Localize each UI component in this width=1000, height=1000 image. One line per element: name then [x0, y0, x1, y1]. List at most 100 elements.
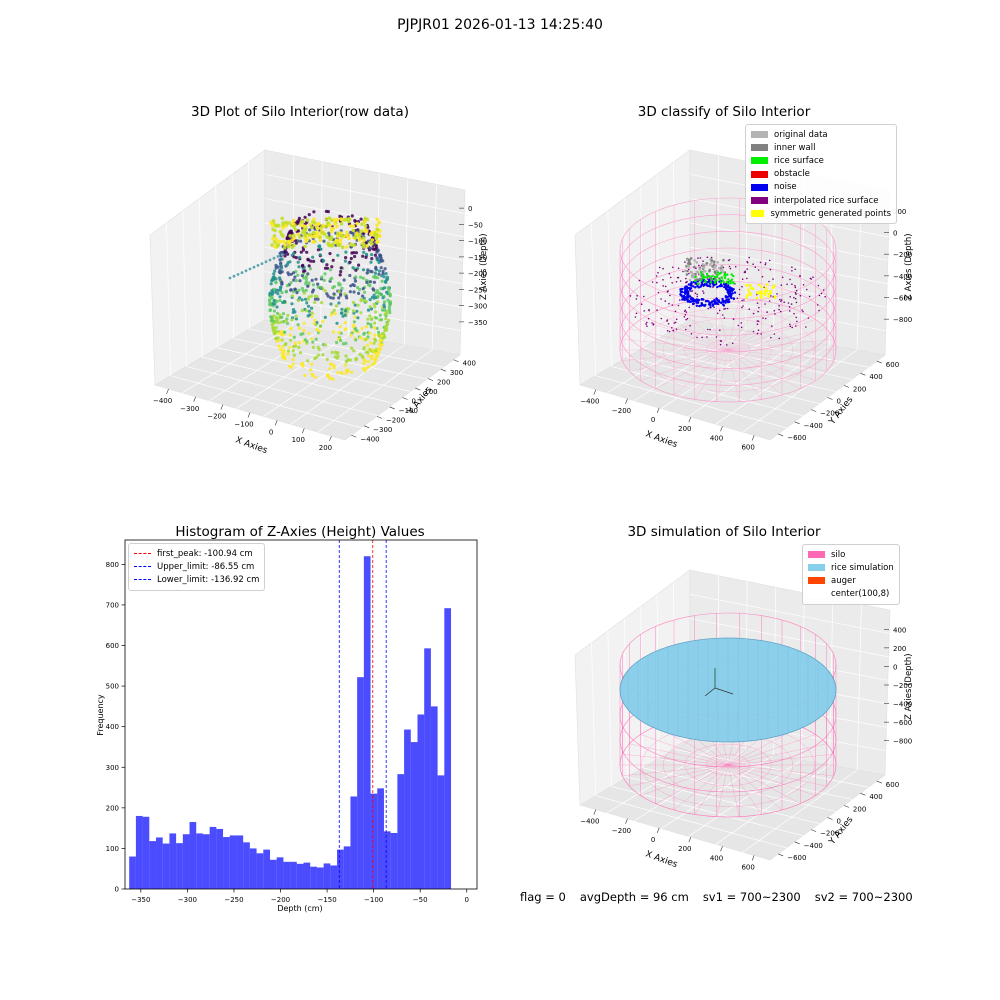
- y-tick: [810, 829, 817, 832]
- raw-data-point: [320, 301, 324, 305]
- grid-line: [181, 324, 294, 394]
- raw-data-point: [298, 223, 303, 227]
- y-tick: [427, 378, 434, 381]
- raw-data-point: [384, 272, 388, 276]
- rice-surface-point: [696, 282, 700, 286]
- interpolated-rice-point: [688, 272, 690, 275]
- raw-data-point: [320, 230, 325, 235]
- interpolated-rice-point: [786, 283, 788, 286]
- silo-floor-spoke: [727, 349, 801, 389]
- silo-floor-spoke: [727, 753, 834, 766]
- rice-surface-point: [726, 273, 729, 276]
- raw-data-point: [305, 218, 310, 222]
- interpolated-rice-point: [689, 325, 691, 327]
- raw-data-point: [377, 269, 382, 273]
- wall-point: [710, 259, 714, 262]
- histogram-title: Histogram of Z-Axies (Height) Values: [175, 524, 425, 540]
- raw-data-point: [357, 232, 362, 237]
- interpolated-rice-point: [738, 293, 741, 296]
- raw-data-point: [315, 327, 319, 331]
- raw-data-point: [301, 224, 306, 228]
- interpolated-rice-point: [651, 281, 654, 283]
- histogram-bar: [156, 837, 163, 889]
- y-tick-label: 100: [106, 845, 119, 853]
- interpolated-rice-point: [816, 304, 819, 306]
- raw-data-point: [323, 266, 328, 270]
- raw-data-point: [304, 288, 308, 292]
- raw-outlier-point: [268, 258, 272, 262]
- noise-point: [708, 303, 712, 306]
- interpolated-rice-point: [738, 288, 741, 291]
- raw-data-point: [362, 296, 366, 300]
- raw-data-point: [277, 224, 281, 228]
- interpolated-rice-point: [726, 344, 728, 346]
- histogram-bar: [363, 556, 371, 889]
- interpolated-rice-point: [684, 309, 687, 312]
- interpolated-rice-point: [770, 295, 772, 297]
- legend-line-swatch: [134, 553, 151, 555]
- raw-data-point: [312, 220, 317, 225]
- noise-point: [702, 298, 705, 301]
- raw-outlier-point: [240, 271, 244, 274]
- interpolated-rice-point: [794, 268, 796, 271]
- raw-data-point: [274, 316, 278, 320]
- noise-point: [691, 302, 695, 306]
- symmetric-point: [750, 286, 753, 290]
- raw-data-point: [384, 317, 388, 321]
- raw-data-point: [350, 346, 354, 350]
- interpolated-rice-point: [779, 310, 782, 313]
- noise-point: [713, 299, 716, 302]
- raw-data-point: [379, 318, 384, 322]
- y-tick-label: −400: [804, 422, 823, 430]
- raw-data-point: [306, 272, 310, 276]
- grid-line: [264, 173, 466, 214]
- rice-surface-point: [701, 277, 704, 280]
- y-tick: [415, 387, 421, 391]
- interpolated-rice-point: [795, 316, 797, 319]
- raw-data-point: [320, 225, 324, 229]
- interpolated-rice-point: [685, 328, 687, 331]
- raw-data-point: [303, 373, 307, 377]
- raw-data-point: [365, 343, 370, 348]
- symmetric-point: [745, 296, 748, 299]
- raw-data-point: [288, 260, 292, 264]
- interpolated-rice-point: [645, 323, 647, 325]
- raw-data-point: [335, 321, 339, 325]
- histogram-bar: [303, 862, 311, 889]
- silo-floor-spoke: [727, 764, 834, 777]
- grid-line: [233, 338, 428, 380]
- raw-data-point: [310, 225, 314, 230]
- x-tick: [720, 426, 723, 432]
- interpolated-rice-point: [768, 300, 771, 302]
- raw-data-point: [307, 232, 312, 237]
- raw-outlier-point: [244, 269, 248, 273]
- raw-data-point: [310, 306, 314, 310]
- grid-line: [186, 366, 378, 417]
- raw-data-point: [369, 341, 373, 345]
- grid-line: [198, 198, 203, 358]
- raw-data-point: [344, 327, 348, 331]
- raw-data-point: [344, 354, 348, 358]
- raw-outlier-point: [276, 255, 280, 258]
- raw-data-point: [291, 362, 295, 366]
- raw-data-point: [373, 361, 377, 365]
- raw-data-point: [362, 332, 366, 336]
- y-tick-label: 300: [106, 764, 119, 772]
- raw-data-point: [273, 245, 277, 249]
- grid-line: [717, 155, 719, 326]
- interpolated-rice-point: [795, 293, 797, 295]
- raw-data-point: [330, 350, 334, 354]
- raw-data-point: [316, 297, 320, 301]
- raw-data-point: [275, 305, 279, 309]
- interpolated-rice-point: [664, 285, 667, 288]
- histogram-bar: [350, 796, 358, 889]
- raw-data-point: [268, 298, 272, 302]
- raw-data-point: [354, 338, 358, 342]
- raw-data-point: [279, 261, 283, 265]
- raw-data-point: [345, 359, 349, 363]
- histogram-bar: [182, 834, 190, 889]
- z-tick-label: −200: [893, 682, 912, 690]
- interpolated-rice-point: [756, 323, 759, 325]
- interpolated-rice-point: [756, 302, 759, 304]
- classify-z-axis-label: Z Axies (Depth): [904, 233, 914, 300]
